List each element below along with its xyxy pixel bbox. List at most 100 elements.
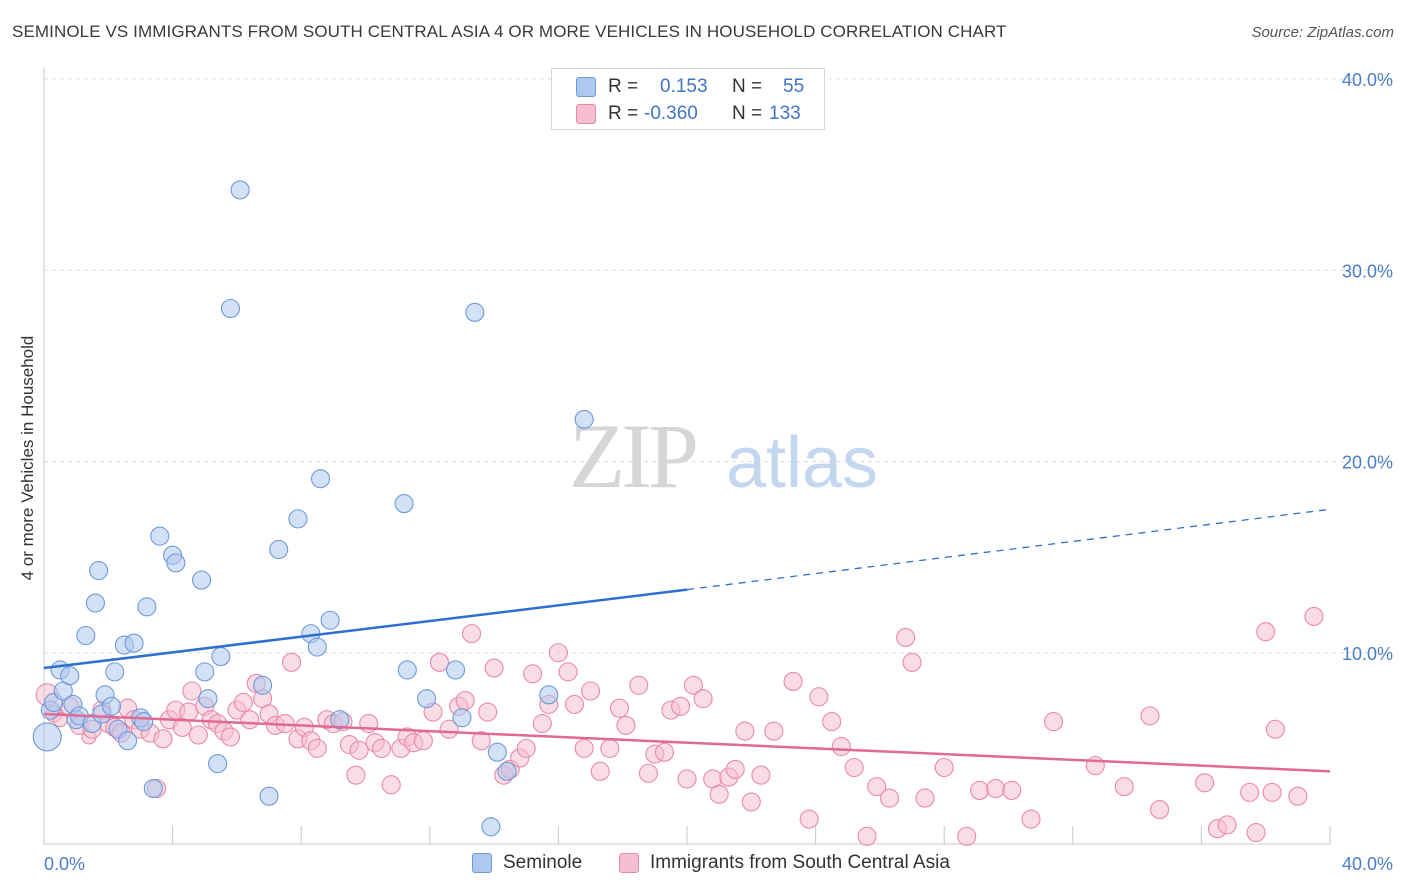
immigrants-point — [629, 675, 649, 695]
seminole-point — [497, 761, 517, 781]
immigrants-point — [970, 780, 990, 801]
seminole-point — [394, 494, 414, 514]
immigrants-point — [783, 671, 803, 691]
seminole-point — [208, 754, 228, 774]
immigrants-point — [1085, 756, 1105, 776]
immigrants-point — [574, 738, 594, 758]
seminole-point — [288, 509, 308, 529]
seminole-point — [101, 696, 122, 716]
n-value: 55 — [783, 76, 805, 97]
seminole-point — [32, 722, 62, 752]
immigrants-point — [677, 769, 697, 789]
immigrants-point — [799, 809, 819, 829]
immigrants-point — [532, 713, 552, 734]
immigrants-point — [879, 788, 900, 808]
immigrants-trend-line — [43, 712, 1331, 773]
immigrants-point — [580, 681, 601, 701]
seminole-point — [230, 180, 250, 200]
immigrants-point — [548, 643, 568, 663]
immigrants-point — [915, 788, 935, 808]
seminole-point — [445, 660, 466, 680]
seminole-point — [76, 625, 96, 646]
immigrants-point — [934, 757, 954, 778]
seminole-point — [269, 539, 289, 560]
seminole-point — [198, 689, 218, 709]
seminole-point — [166, 553, 186, 573]
series-immigrants-points — [35, 606, 1324, 846]
seminole-point — [487, 742, 507, 762]
immigrants-point — [867, 777, 887, 797]
immigrants-point — [455, 691, 475, 711]
immigrants-point — [709, 784, 729, 804]
immigrants-point — [516, 738, 536, 758]
immigrants-point — [1256, 622, 1276, 642]
seminole-point — [118, 731, 138, 751]
immigrants-point — [751, 765, 771, 785]
seminole-point — [143, 778, 163, 799]
immigrants-point — [240, 710, 260, 730]
r-value: -0.360 — [644, 103, 698, 124]
legend-label-immigrants: Immigrants from South Central Asia — [650, 852, 950, 873]
immigrants-point — [307, 738, 327, 758]
immigrants-point — [462, 624, 482, 644]
y-tick-labels: 10.0% 20.0% 30.0% 40.0% — [1342, 70, 1393, 664]
immigrants-point — [986, 778, 1006, 799]
seminole-point — [220, 298, 241, 319]
r-label: R = — [608, 103, 639, 124]
seminole-point — [417, 689, 437, 709]
immigrants-point — [188, 725, 208, 745]
watermark: ZIP atlas — [569, 405, 878, 507]
stats-legend: R = 0.153 N = 55 R = -0.360 N = 133 — [551, 68, 825, 130]
immigrants-point — [372, 738, 392, 758]
immigrants-point — [381, 775, 401, 795]
immigrants-point — [896, 627, 916, 648]
immigrants-point — [1262, 782, 1282, 802]
n-value: 133 — [769, 103, 801, 124]
seminole-point — [60, 666, 80, 686]
seminole-trend-extension — [686, 508, 1331, 591]
seminole-point — [330, 710, 350, 730]
immigrants-point — [616, 715, 636, 735]
y-tick-label: 40.0% — [1342, 70, 1393, 90]
immigrants-point — [741, 792, 761, 812]
seminole-point — [539, 685, 559, 705]
y-tick-label: 20.0% — [1342, 453, 1393, 473]
y-tick-label: 10.0% — [1342, 644, 1393, 664]
immigrants-point — [1021, 809, 1041, 829]
seminole-swatch — [472, 853, 492, 873]
seminole-point — [574, 409, 594, 429]
immigrants-point — [220, 727, 241, 747]
immigrants-point — [1150, 800, 1170, 820]
watermark-atlas: atlas — [726, 423, 878, 503]
immigrants-point — [1114, 777, 1134, 797]
legend-label-seminole: Seminole — [503, 852, 583, 873]
immigrants-point — [822, 712, 842, 732]
seminole-point — [137, 597, 157, 617]
immigrants-point — [1246, 822, 1266, 843]
immigrants-point — [558, 662, 578, 682]
seminole-point — [253, 675, 273, 695]
immigrants-point — [1043, 712, 1064, 732]
immigrants-point — [346, 765, 366, 785]
immigrants-swatch — [619, 853, 639, 873]
immigrants-point — [600, 738, 620, 758]
seminole-point — [211, 647, 231, 667]
seminole-trend-line — [43, 588, 688, 670]
immigrants-point — [471, 731, 491, 751]
immigrants-point — [413, 731, 433, 751]
seminole-swatch — [576, 77, 596, 97]
immigrants-point — [478, 702, 498, 722]
immigrants-point — [654, 742, 675, 762]
seminole-point — [134, 712, 154, 732]
immigrants-point — [179, 702, 199, 722]
immigrants-point — [1140, 706, 1160, 726]
immigrants-point — [1240, 782, 1260, 802]
seminole-point — [481, 817, 501, 837]
immigrants-point — [1002, 780, 1022, 801]
immigrants-point — [725, 759, 745, 779]
r-label: R = — [608, 76, 639, 97]
immigrants-point — [523, 664, 543, 684]
immigrants-point — [1217, 815, 1237, 835]
immigrants-point — [564, 694, 585, 714]
